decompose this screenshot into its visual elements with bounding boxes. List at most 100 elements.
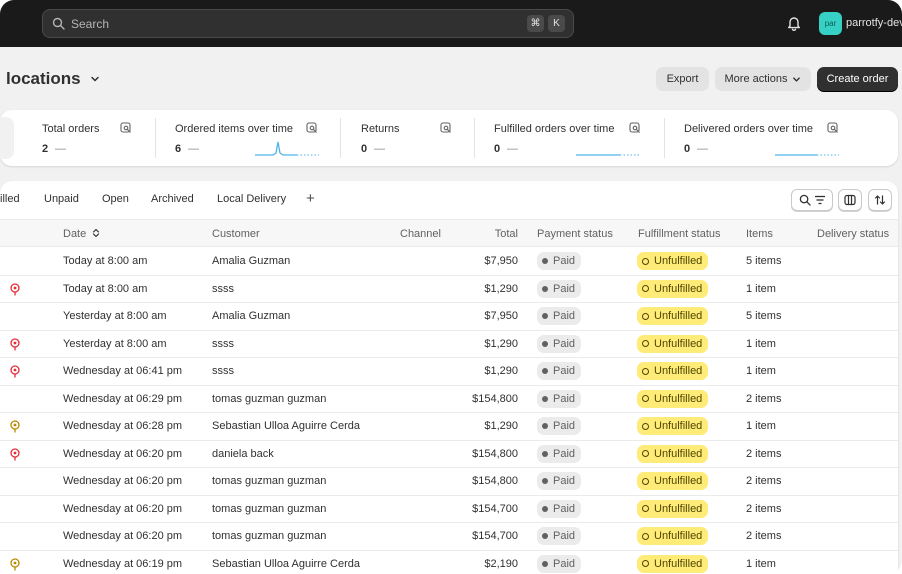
column-header-payment-status[interactable]: Payment status — [537, 228, 613, 240]
table-row[interactable]: Today at 8:00 am Amalia Guzman $7,950 Paid U… — [0, 248, 898, 276]
date-range-button[interactable] — [0, 117, 14, 159]
tab-open[interactable]: Open — [102, 193, 129, 205]
fulfillment-status-badge: Unfulfilled — [637, 334, 709, 353]
metric-explore-icon — [827, 122, 838, 133]
order-items[interactable]: 1 item — [746, 282, 776, 295]
order-items[interactable]: 5 items — [746, 255, 782, 267]
search-bar[interactable]: Search ⌘ K — [42, 9, 574, 38]
store-avatar[interactable]: par — [819, 12, 842, 35]
fulfillment-status-badge: Unfulfilled — [637, 527, 709, 545]
column-header-date-label: Date — [63, 228, 87, 240]
order-items[interactable]: 2 items — [746, 530, 782, 542]
status-ring-icon — [642, 505, 649, 512]
table-row[interactable]: Wednesday at 06:20 pm tomas guzman guzman… — [0, 496, 898, 523]
order-items[interactable]: 1 item — [746, 365, 776, 377]
top-bar: Search ⌘ K par parrotfy-dev — [0, 0, 902, 47]
order-items[interactable]: 5 items — [746, 310, 782, 322]
order-items[interactable]: 2 items — [746, 475, 782, 487]
order-items[interactable]: 2 items — [746, 392, 782, 405]
risk-level-icon[interactable] — [10, 447, 20, 461]
payment-status-badge: Paid — [537, 334, 582, 353]
column-header-total[interactable]: Total — [494, 228, 518, 240]
metric-returns[interactable]: Returns 0 — — [361, 110, 461, 166]
fulfillment-status-badge: Unfulfilled — [637, 417, 709, 435]
search-filter-button[interactable] — [791, 189, 833, 211]
shortcut-key-k: K — [548, 15, 565, 32]
order-items[interactable]: 1 item — [746, 337, 776, 350]
store-name[interactable]: parrotfy-dev — [846, 17, 902, 29]
columns-button[interactable] — [838, 189, 862, 211]
status-ring-icon — [642, 257, 649, 265]
tab-local-delivery[interactable]: Local Delivery — [217, 193, 287, 205]
payment-status-badge: Paid — [537, 444, 582, 463]
metric-value: 0 — [361, 143, 368, 155]
table-row[interactable]: Today at 8:00 am ssss $1,290 Paid Unfulfille… — [0, 276, 898, 303]
order-date: Yesterday at 8:00 am — [63, 310, 167, 322]
order-items[interactable]: 2 items — [746, 502, 782, 515]
create-order-button[interactable]: Create order — [817, 67, 898, 91]
search-placeholder: Search — [71, 16, 110, 31]
risk-level-icon[interactable] — [10, 557, 20, 571]
table-row[interactable]: Wednesday at 06:19 pm Sebastian Ulloa Agu… — [0, 551, 898, 574]
column-header-fulfillment-status[interactable]: Fulfillment status — [638, 228, 721, 240]
column-header-date[interactable]: Date — [63, 228, 100, 240]
table-row[interactable]: Yesterday at 8:00 am Amalia Guzman $7,950 P… — [0, 303, 898, 331]
sort-button[interactable] — [868, 189, 892, 211]
metric-total-orders[interactable]: Total orders 2 — — [42, 110, 152, 166]
sparkline — [775, 154, 839, 156]
order-customer: daniela back — [212, 447, 274, 460]
risk-level-icon[interactable] — [10, 337, 20, 351]
status-ring-icon — [642, 477, 649, 485]
status-dot-icon — [542, 505, 548, 512]
fulfillment-status-badge: Unfulfilled — [637, 307, 709, 325]
orders-table-card: illed Unpaid Open Archived Local Deliver… — [0, 181, 898, 574]
more-actions-button[interactable]: More actions — [715, 67, 811, 91]
status-ring-icon — [642, 450, 649, 457]
metric-delivered-orders[interactable]: Delivered orders over time 0 — — [684, 110, 844, 166]
tab-unfulfilled[interactable]: illed — [0, 193, 20, 205]
metric-ordered-items[interactable]: Ordered items over time 6 — — [175, 110, 325, 166]
column-header-items[interactable]: Items — [746, 228, 773, 240]
risk-level-icon[interactable] — [10, 365, 20, 378]
more-actions-label: More actions — [724, 73, 788, 85]
metric-fulfilled-orders[interactable]: Fulfilled orders over time 0 — — [494, 110, 644, 166]
page-title[interactable]: locations — [6, 69, 100, 89]
table-row[interactable]: Yesterday at 8:00 am ssss $1,290 Paid Unfulf… — [0, 331, 898, 358]
status-dot-icon — [542, 285, 548, 292]
table-row[interactable]: Wednesday at 06:20 pm tomas guzman guzman… — [0, 523, 898, 551]
status-dot-icon — [542, 313, 548, 319]
metrics-bar: Total orders 2 — Ordered items over time… — [0, 110, 898, 166]
fulfillment-status-text: Unfulfilled — [654, 365, 703, 377]
risk-level-icon[interactable] — [10, 420, 20, 433]
metric-label: Delivered orders over time — [684, 123, 813, 135]
export-button[interactable]: Export — [656, 67, 709, 91]
sort-icon — [874, 195, 886, 205]
risk-level-icon[interactable] — [10, 282, 20, 296]
table-row[interactable]: Wednesday at 06:28 pm Sebastian Ulloa Agu… — [0, 413, 898, 441]
order-customer: tomas guzman guzman — [212, 475, 327, 487]
order-date: Wednesday at 06:28 pm — [63, 420, 183, 432]
add-view-button[interactable]: + — [306, 190, 315, 207]
metric-value: 6 — [175, 143, 182, 155]
order-date: Wednesday at 06:41 pm — [63, 365, 183, 377]
order-items[interactable]: 1 item — [746, 557, 776, 570]
order-total: $2,190 — [484, 557, 518, 570]
order-items[interactable]: 1 item — [746, 420, 776, 432]
column-header-delivery-status[interactable]: Delivery status — [817, 228, 890, 240]
column-header-customer[interactable]: Customer — [212, 228, 260, 240]
table-row[interactable]: Wednesday at 06:20 pm tomas guzman guzman… — [0, 468, 898, 496]
order-items[interactable]: 2 items — [746, 447, 782, 460]
table-row[interactable]: Wednesday at 06:20 pm daniela back $154,80… — [0, 441, 898, 468]
table-row[interactable]: Wednesday at 06:29 pm tomas guzman guzman… — [0, 386, 898, 413]
column-header-channel[interactable]: Channel — [400, 228, 441, 240]
table-row[interactable]: Wednesday at 06:41 pm ssss $1,290 Paid Unful… — [0, 358, 898, 386]
payment-status-text: Paid — [553, 557, 576, 570]
tab-unpaid[interactable]: Unpaid — [44, 193, 79, 205]
sparkline — [255, 141, 319, 156]
order-total: $1,290 — [484, 420, 518, 432]
bell-icon[interactable] — [786, 15, 802, 35]
order-date: Wednesday at 06:29 pm — [63, 392, 183, 405]
tab-archived[interactable]: Archived — [151, 193, 194, 205]
order-date: Wednesday at 06:20 pm — [63, 475, 183, 487]
table-body: Today at 8:00 am Amalia Guzman $7,950 Paid U… — [0, 248, 898, 574]
